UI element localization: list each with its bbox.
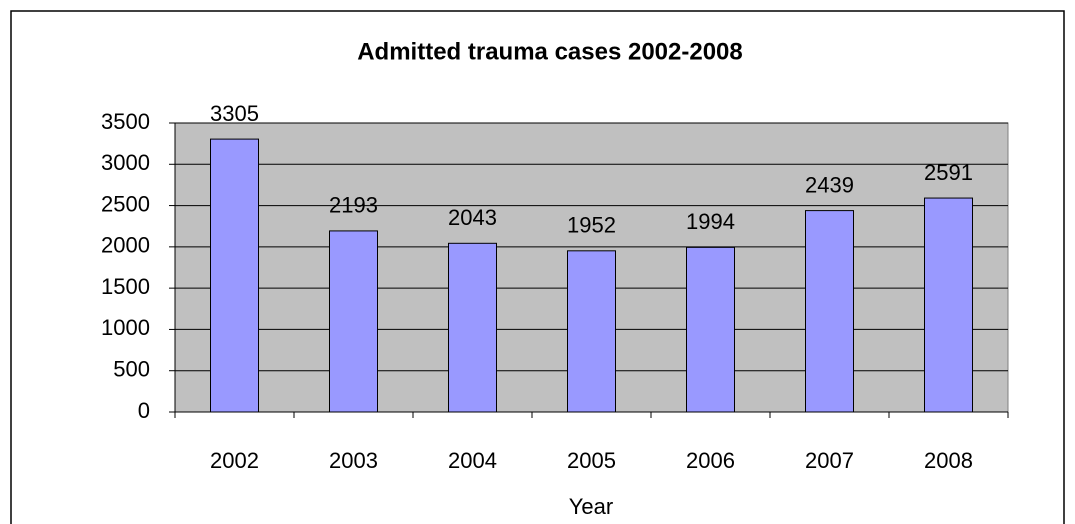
x-tick-label: 2004: [448, 448, 497, 473]
data-label: 2591: [924, 160, 973, 185]
data-label: 2043: [448, 205, 497, 230]
y-tick-label: 1000: [101, 315, 150, 340]
x-tick-label: 2007: [805, 448, 854, 473]
x-axis-title: Year: [569, 494, 613, 519]
x-tick-label: 2006: [686, 448, 735, 473]
data-label: 1994: [686, 209, 735, 234]
y-tick-label: 2000: [101, 233, 150, 258]
y-tick-label: 2500: [101, 191, 150, 216]
y-tick-label: 1500: [101, 274, 150, 299]
y-tick-label: 500: [113, 357, 150, 382]
bar: [924, 197, 973, 413]
bar: [210, 138, 259, 413]
x-tick-label: 2005: [567, 448, 616, 473]
y-tick-label: 3500: [101, 109, 150, 134]
x-tick-label: 2002: [210, 448, 259, 473]
data-label: 2193: [329, 193, 378, 218]
data-label: 3305: [210, 101, 259, 126]
bar: [329, 230, 378, 413]
bar: [686, 246, 735, 413]
x-tick-label: 2008: [924, 448, 973, 473]
data-label: 2439: [805, 172, 854, 197]
bar: [448, 242, 497, 413]
chart-title: Admitted trauma cases 2002-2008: [357, 38, 743, 65]
y-tick-label: 0: [138, 398, 150, 423]
x-tick-label: 2003: [329, 448, 378, 473]
bar: [567, 250, 616, 413]
bar: [805, 210, 854, 413]
y-tick-label: 3000: [101, 150, 150, 175]
data-label: 1952: [567, 213, 616, 238]
